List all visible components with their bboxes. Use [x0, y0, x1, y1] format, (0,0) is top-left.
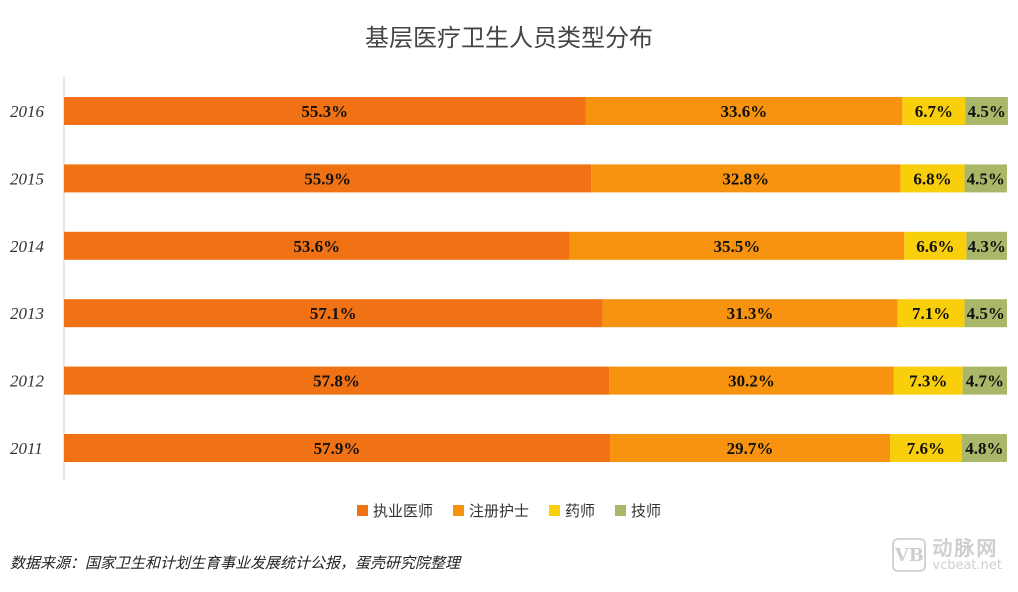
bar-segment	[609, 366, 894, 395]
data-label: 4.7%	[966, 372, 1004, 391]
bar-segment	[64, 299, 603, 328]
data-label: 6.6%	[916, 237, 954, 256]
y-tick-label: 2014	[10, 237, 45, 256]
bar-segment	[64, 164, 592, 193]
data-label: 35.5%	[713, 237, 760, 256]
stacked-bar-chart: 2016 55.3% 33.6% 6.7% 4.5% 2015 55.9% 32.8% 6.8%…	[10, 76, 1008, 480]
bar-segment	[962, 366, 1007, 395]
legend-item: 执业医师	[356, 500, 433, 521]
y-tick-label: 2015	[10, 169, 44, 188]
bar-segment	[965, 97, 1008, 125]
data-label: 4.5%	[967, 304, 1005, 323]
legend: 执业医师 注册护士 药师 技师	[0, 500, 1018, 521]
chart-title: 基层医疗卫生人员类型分布	[365, 24, 653, 52]
data-label: 55.3%	[301, 102, 348, 121]
data-label: 4.8%	[965, 439, 1003, 458]
legend-label: 技师	[631, 502, 662, 520]
bar-segment	[602, 299, 898, 328]
data-label: 57.8%	[313, 372, 360, 391]
legend-label: 注册护士	[468, 502, 529, 520]
bar-segment	[890, 434, 962, 462]
bar-segment	[64, 366, 610, 395]
data-label: 4.5%	[968, 102, 1006, 121]
watermark-url: vcbeat.net	[932, 558, 1002, 573]
data-label: 30.2%	[728, 372, 775, 391]
legend-swatch	[615, 505, 627, 516]
legend-item: 注册护士	[452, 500, 529, 521]
data-label: 4.3%	[968, 237, 1006, 256]
data-label: 32.8%	[722, 169, 769, 188]
data-label: 53.6%	[293, 237, 340, 256]
bar-segment	[591, 164, 901, 193]
data-source-note: 数据来源：国家卫生和计划生育事业发展统计公报，蛋壳研究院整理	[10, 554, 461, 572]
legend-item: 技师	[615, 500, 661, 521]
y-tick-label: 2016	[10, 102, 45, 121]
bar-segment	[897, 299, 965, 328]
bar-segment	[893, 366, 963, 395]
legend-item: 药师	[549, 500, 595, 521]
bar-segment	[964, 299, 1007, 328]
bar-segment	[900, 164, 965, 193]
y-tick-label: 2011	[10, 439, 43, 458]
legend-label: 药师	[565, 502, 596, 520]
legend-swatch	[356, 505, 368, 516]
bar-segment	[902, 97, 966, 125]
data-label: 31.3%	[727, 304, 774, 323]
vcbeat-logo-icon: VB	[892, 538, 927, 573]
data-label: 57.9%	[314, 439, 361, 458]
bar-segment	[64, 97, 586, 125]
bar-segment	[966, 231, 1007, 260]
legend-label: 执业医师	[372, 502, 433, 520]
bar-segment	[961, 434, 1007, 462]
bar-segment	[64, 231, 570, 260]
bar-segment	[964, 164, 1007, 193]
bar-segment	[569, 231, 905, 260]
legend-swatch	[452, 505, 464, 516]
y-tick-label: 2012	[10, 372, 45, 391]
watermark: VB 动脉网 vcbeat.net	[892, 538, 1002, 573]
watermark-name: 动脉网	[932, 536, 999, 560]
data-label: 4.5%	[967, 169, 1005, 188]
data-label: 7.3%	[909, 372, 947, 391]
data-label: 7.1%	[912, 304, 950, 323]
data-label: 57.1%	[310, 304, 357, 323]
bar-segment	[609, 434, 891, 462]
data-label: 7.6%	[907, 439, 945, 458]
bar-segment	[64, 434, 610, 462]
legend-swatch	[549, 505, 560, 516]
bar-segment	[904, 231, 967, 260]
data-label: 6.7%	[915, 102, 953, 121]
data-label: 6.8%	[913, 169, 951, 188]
y-tick-label: 2013	[10, 304, 44, 323]
data-label: 55.9%	[304, 169, 351, 188]
data-label: 33.6%	[721, 102, 768, 121]
data-label: 29.7%	[727, 439, 774, 458]
bar-segment	[585, 97, 903, 125]
